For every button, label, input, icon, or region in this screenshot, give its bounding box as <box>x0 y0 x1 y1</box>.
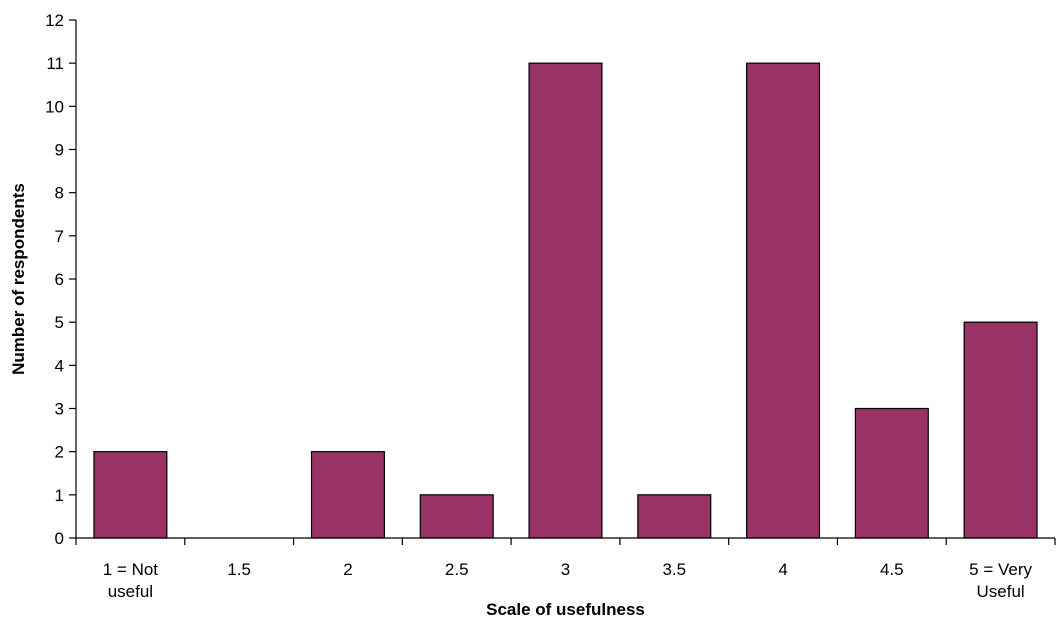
x-ticks-group: 1 = Not useful 1.5 2 2.5 3 3.5 4 4.5 5 = Very Usef… <box>75 538 1056 601</box>
x-tick-label: 4 <box>778 560 787 579</box>
bar <box>746 62 821 539</box>
bar <box>93 451 168 539</box>
y-tick-label: 8 <box>55 184 64 203</box>
x-tick-label: 5 = Very Useful <box>969 560 1032 601</box>
y-tick-label: 3 <box>55 400 64 419</box>
x-tick-label: 3 <box>561 560 570 579</box>
y-axis-title: Number of respondents <box>9 183 28 375</box>
x-tick-label: 3.5 <box>662 560 686 579</box>
y-tick-label: 12 <box>45 11 64 30</box>
y-tick-label: 2 <box>55 443 64 462</box>
y-tick-label: 10 <box>45 97 64 116</box>
y-tick-label: 9 <box>55 141 64 160</box>
bar <box>419 494 494 539</box>
x-tick-label: 1 = Not useful <box>103 560 159 601</box>
bar <box>310 451 385 539</box>
y-tick-label: 4 <box>55 356 64 375</box>
x-tick-label: 4.5 <box>880 560 904 579</box>
y-tick-label: 6 <box>55 270 64 289</box>
y-tick-label: 7 <box>55 227 64 246</box>
bar <box>528 62 603 539</box>
bar <box>854 407 929 539</box>
y-tick-label: 5 <box>55 313 64 332</box>
bar <box>637 494 712 539</box>
y-tick-label: 11 <box>46 54 64 73</box>
bars-group <box>93 62 1038 539</box>
x-tick-label: 1.5 <box>227 560 251 579</box>
x-axis-title: Scale of usefulness <box>486 600 645 619</box>
x-tick-label: 2.5 <box>445 560 469 579</box>
y-tick-label: 1 <box>55 486 64 505</box>
y-tick-label: 0 <box>55 529 64 548</box>
x-tick-label: 2 <box>343 560 352 579</box>
bar <box>963 321 1038 539</box>
